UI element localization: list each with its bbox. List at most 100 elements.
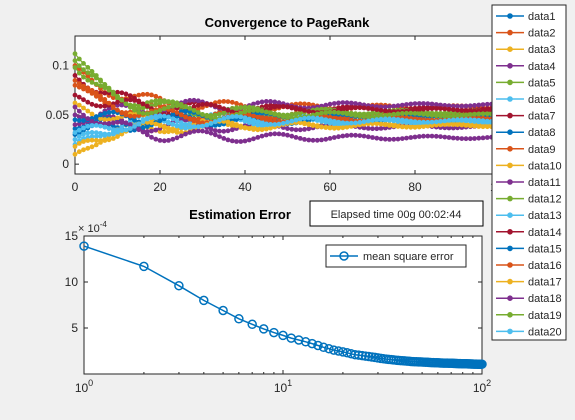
data-point [76,84,82,90]
data-point [119,102,125,108]
legend-label: data19 [528,310,562,322]
series-data19 [72,65,503,122]
data-point [272,131,278,137]
data-point [340,110,346,116]
data-point [433,102,439,107]
data-point [242,125,248,130]
data-point [85,65,91,70]
data-point [123,112,129,118]
data-point [472,111,477,117]
data-point [72,112,78,118]
legend-marker-icon [507,46,513,52]
data-point [76,70,82,76]
data-point [361,105,367,111]
data-point [387,104,392,109]
data-point [238,105,244,111]
data-point [217,128,222,134]
data-point [387,116,392,122]
data-point [374,135,380,141]
data-point [191,97,197,103]
data-point [297,101,303,107]
data-point [340,100,346,105]
data-point [217,134,222,140]
data-point [221,136,227,141]
legend-item-data18: data18 [496,293,562,305]
data-point [399,124,405,130]
data-point [357,120,363,125]
data-point [119,120,125,125]
data-point [289,126,295,132]
data-point [183,114,188,120]
x-tick-label: 80 [408,180,422,194]
data-point [459,112,465,118]
legend-label: data1 [528,11,556,23]
data-point [102,97,108,102]
data-point [170,103,176,109]
data-point [280,132,286,137]
data-point [353,101,358,106]
data-point [416,124,422,130]
data-point [200,123,205,129]
data-point [370,110,375,116]
data-point [251,121,256,127]
data-point [98,130,103,136]
data-point [395,117,401,122]
data-point [242,115,248,121]
data-point [463,103,469,109]
data-point [127,93,133,99]
data-point [153,93,159,99]
data-point [416,101,422,106]
data-point [313,340,323,351]
data-point [200,120,205,126]
legend-label: data16 [528,260,562,272]
data-point [259,133,265,139]
data-point [323,106,329,112]
data-point [187,130,193,135]
data-point [280,104,286,109]
data-point [293,105,299,111]
data-point [361,119,367,125]
data-point [72,126,78,132]
data-point [89,73,95,78]
data-point [289,104,295,110]
error-title: Estimation Error [189,207,291,222]
data-point [93,103,99,109]
data-point [246,116,252,122]
data-point [268,131,273,137]
data-point [306,126,312,132]
data-point [297,127,303,133]
data-point [98,93,103,99]
data-point [255,108,261,113]
data-point [395,124,401,129]
data-point [85,73,91,79]
data-point [72,73,78,78]
data-point [442,103,448,108]
legend-marker-icon [507,328,513,335]
data-point [433,113,439,119]
legend-label: data2 [528,28,556,40]
data-point [344,100,350,106]
data-point [442,125,448,131]
data-point [442,106,448,112]
data-point [170,108,176,113]
data-point [455,122,460,128]
data-point [378,136,384,142]
data-point [187,98,193,103]
y-tick-label: 0.1 [52,59,69,73]
data-point [416,107,422,112]
data-point [387,112,392,118]
data-point [115,99,120,105]
data-point [357,105,363,111]
legend-marker-icon [507,79,513,86]
data-point [98,138,103,144]
data-point [72,82,78,88]
data-point [217,111,222,117]
data-point [408,110,414,116]
data-point [442,122,448,127]
legend-marker-icon [507,229,513,235]
data-point [106,121,112,126]
data-point [391,111,397,117]
data-point [391,103,397,109]
legend-item-data1: data1 [496,11,556,23]
data-point [442,118,448,124]
